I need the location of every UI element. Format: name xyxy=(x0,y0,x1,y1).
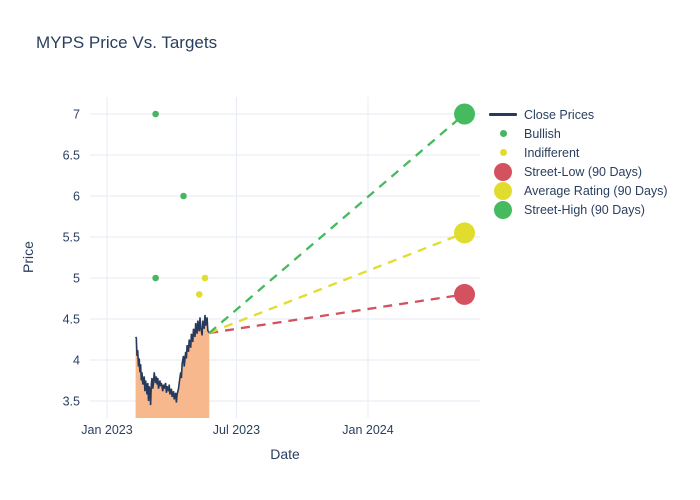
legend-label-street-high: Street-High (90 Days) xyxy=(524,202,645,217)
legend-item-close-prices[interactable]: Close Prices xyxy=(488,105,668,124)
y-tick-label: 4 xyxy=(73,354,80,368)
chart-title: MYPS Price Vs. Targets xyxy=(36,33,218,52)
legend-label-average-rating: Average Rating (90 Days) xyxy=(524,183,668,198)
indifferent-point[interactable] xyxy=(195,291,203,298)
close-prices-line-swatch xyxy=(488,113,518,116)
legend-item-indifferent[interactable]: Indifferent xyxy=(488,143,668,162)
y-tick-label: 3.5 xyxy=(63,395,80,409)
legend: Close Prices Bullish Indifferent Street-… xyxy=(488,105,668,219)
legend-label-close-prices: Close Prices xyxy=(524,107,595,122)
y-tick-label: 4.5 xyxy=(63,313,80,327)
x-tick-label: Jul 2023 xyxy=(213,423,260,437)
bullish-point[interactable] xyxy=(180,192,187,200)
average-trend-line xyxy=(208,231,465,335)
average-rating-dot[interactable] xyxy=(454,222,476,244)
legend-label-indifferent: Indifferent xyxy=(524,145,580,160)
x-axis-title: Date xyxy=(270,446,300,462)
legend-item-street-low[interactable]: Street-Low (90 Days) xyxy=(488,162,668,181)
indifferent-dot-swatch xyxy=(488,149,518,156)
indifferent-point[interactable] xyxy=(201,274,209,282)
x-tick-label: Jan 2023 xyxy=(81,423,132,437)
average-rating-dot-swatch xyxy=(488,181,518,200)
y-tick-label: 5 xyxy=(73,272,80,286)
legend-label-street-low: Street-Low (90 Days) xyxy=(524,164,643,179)
legend-item-street-high[interactable]: Street-High (90 Days) xyxy=(488,200,668,219)
street-low-dot-swatch xyxy=(488,162,518,181)
y-tick-label: 6 xyxy=(73,190,80,204)
y-tick-label: 6.5 xyxy=(63,149,80,163)
bullish-point[interactable] xyxy=(152,110,159,118)
bullish-dot-swatch xyxy=(488,130,518,137)
street-low-trend-line xyxy=(209,293,465,335)
legend-item-average-rating[interactable]: Average Rating (90 Days) xyxy=(488,181,668,200)
y-axis-title: Price xyxy=(20,241,36,273)
street-high-dot[interactable] xyxy=(454,103,476,125)
y-tick-label: 7 xyxy=(73,108,80,122)
bullish-point[interactable] xyxy=(152,274,159,282)
close-prices-fill xyxy=(135,314,210,418)
legend-item-bullish[interactable]: Bullish xyxy=(488,124,668,143)
close-prices-line[interactable] xyxy=(134,314,210,406)
street-high-dot-swatch xyxy=(488,200,518,219)
y-tick-label: 5.5 xyxy=(63,231,80,245)
x-tick-label: Jan 2024 xyxy=(342,423,393,437)
street-low-dot[interactable] xyxy=(454,283,476,305)
street-high-trend-line xyxy=(208,113,466,334)
legend-label-bullish: Bullish xyxy=(524,126,561,141)
